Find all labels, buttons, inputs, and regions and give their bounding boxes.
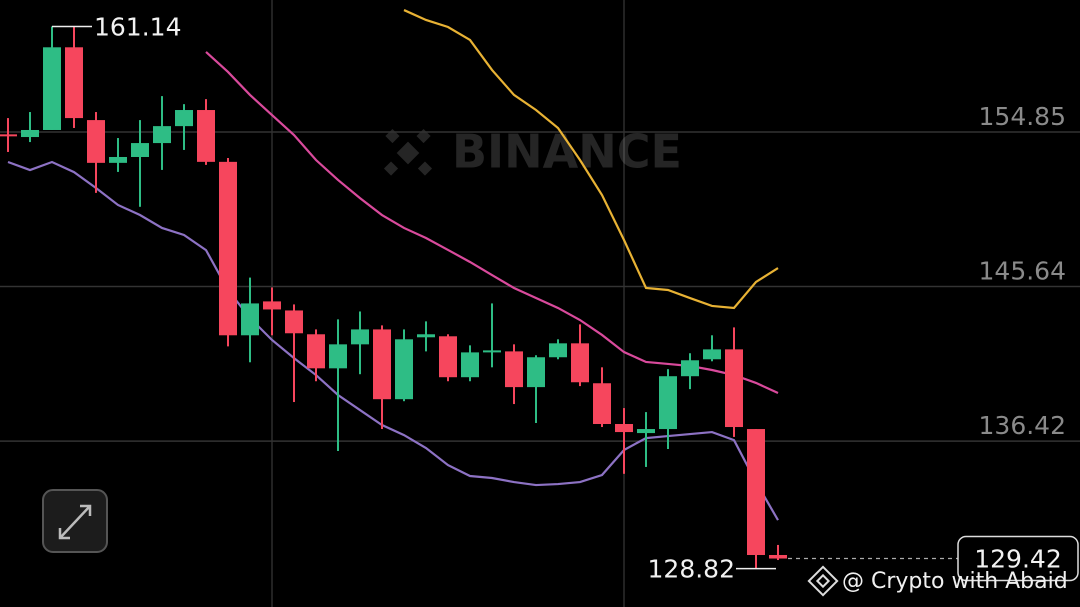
high-label: 161.14	[94, 13, 181, 42]
credit-text: @ Crypto with Abaid	[842, 569, 1068, 594]
candle-body	[197, 110, 215, 162]
labels: 154.85 145.64 136.42 161.14 128.82 129.42	[52, 13, 1079, 584]
y-tick-label: 145.64	[979, 256, 1066, 285]
candle-body	[549, 343, 567, 358]
candle-body	[527, 357, 545, 388]
last-price-box	[957, 535, 1079, 582]
candle-body	[87, 120, 105, 163]
candle-body	[175, 110, 193, 127]
candle-body	[417, 334, 435, 338]
candle-body	[43, 47, 61, 130]
candle-body	[483, 350, 501, 353]
last-price-label: 129.42	[974, 545, 1061, 574]
candle-body	[725, 349, 743, 428]
overlay-line	[403, 9, 779, 310]
candle-body	[461, 352, 479, 378]
candle-body	[571, 343, 589, 383]
candle-body	[307, 334, 325, 369]
candle-body	[131, 143, 149, 157]
candle-body	[593, 383, 611, 425]
candle-body	[351, 329, 369, 345]
candle-body	[395, 339, 413, 400]
candle-body	[0, 134, 17, 137]
low-label: 128.82	[648, 555, 735, 584]
candle-body	[505, 351, 523, 388]
candle-body	[65, 47, 83, 119]
expand-button[interactable]	[42, 489, 108, 553]
candle-body	[329, 344, 347, 369]
candle-body	[681, 360, 699, 377]
candles	[0, 26, 787, 569]
candle-body	[615, 424, 633, 433]
candle-body	[703, 349, 721, 360]
candle-body	[263, 301, 281, 310]
candle-body	[109, 156, 127, 163]
candle-body	[241, 303, 259, 336]
y-tick-label: 136.42	[979, 411, 1066, 440]
candle-body	[285, 310, 303, 334]
expand-icon	[58, 504, 92, 540]
candle-body	[637, 429, 655, 434]
candle-body	[747, 429, 765, 556]
candle-body	[219, 161, 237, 336]
grid	[0, 131, 1080, 442]
watermark-text: BINANCE	[452, 125, 682, 179]
credit: @ Crypto with Abaid	[807, 565, 1068, 597]
candle-body	[373, 329, 391, 400]
candle-body	[153, 126, 171, 144]
candle-body	[439, 336, 457, 378]
candle-body	[21, 129, 39, 138]
candle-body	[769, 555, 787, 559]
overlay-line	[7, 160, 779, 521]
y-tick-label: 154.85	[979, 102, 1066, 131]
candle-body	[659, 376, 677, 430]
